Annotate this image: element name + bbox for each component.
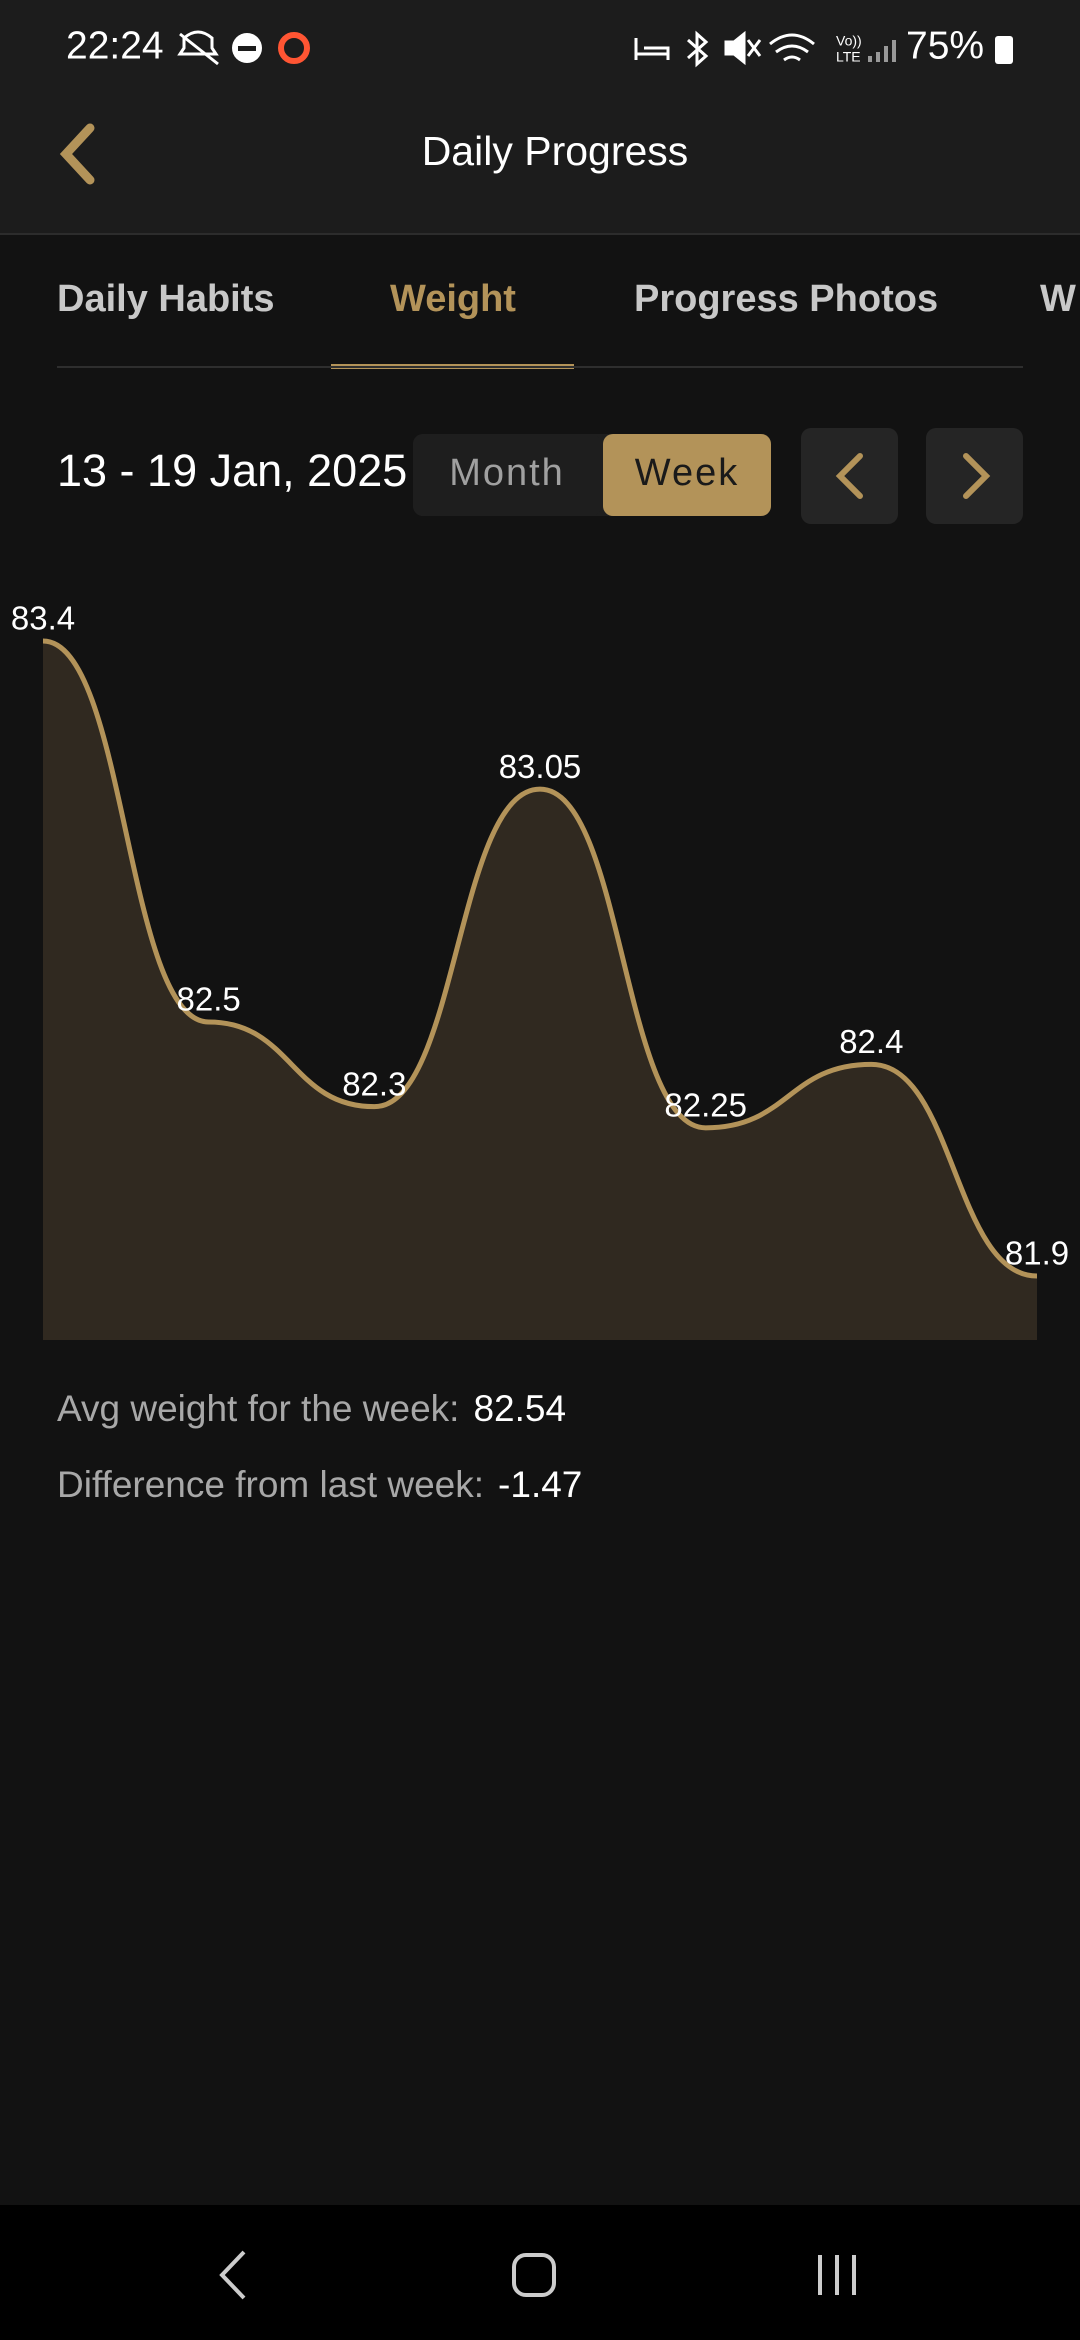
back-button[interactable] bbox=[59, 123, 95, 185]
toggle-option-bg[interactable] bbox=[603, 434, 771, 516]
sleep-icon bbox=[634, 38, 670, 60]
stat-value: -1.47 bbox=[498, 1464, 582, 1505]
notif-off-icon bbox=[177, 30, 219, 66]
data-label: 81.9 bbox=[1005, 1235, 1069, 1272]
data-label: 83.05 bbox=[499, 748, 582, 785]
data-label: 82.4 bbox=[839, 1023, 903, 1060]
volte-icon: Vo)) bbox=[836, 33, 862, 49]
signal-icon bbox=[868, 40, 896, 62]
tab-bar: Daily Habits Weight Progress Photos W bbox=[57, 278, 1076, 369]
toggle-option[interactable]: Month bbox=[449, 452, 565, 494]
stat-label: Difference from last week: bbox=[57, 1464, 484, 1505]
stat-label: Avg weight for the week: bbox=[57, 1388, 459, 1429]
stat-value: 82.54 bbox=[473, 1388, 566, 1429]
top-bar bbox=[0, 0, 1080, 234]
data-label: 82.25 bbox=[664, 1087, 747, 1124]
next-week-button[interactable] bbox=[926, 428, 1023, 524]
header-title: Daily Progress bbox=[422, 128, 689, 174]
battery-icon bbox=[995, 36, 1013, 64]
area-fill bbox=[43, 641, 1037, 1340]
date-range: 13 - 19 Jan, 2025 bbox=[57, 445, 407, 496]
data-label: 82.5 bbox=[177, 981, 241, 1018]
toggle-option-bg[interactable] bbox=[413, 434, 601, 516]
weight-chart: 83.4 82.5 82.3 83.05 82.25 82.4 81.9 bbox=[11, 600, 1069, 1340]
tab[interactable]: Daily Habits bbox=[57, 278, 275, 320]
tab[interactable]: W bbox=[1040, 278, 1076, 320]
status-left-icons bbox=[177, 30, 310, 66]
weight-line bbox=[42, 638, 1038, 1279]
nav-recents[interactable] bbox=[818, 2255, 856, 2295]
nav-home[interactable] bbox=[512, 2253, 556, 2297]
status-time: 22:24 bbox=[66, 24, 164, 67]
battery-text: 75% bbox=[906, 24, 984, 67]
record-icon bbox=[278, 32, 310, 64]
next-icon bbox=[963, 453, 991, 499]
data-label: 83.4 bbox=[11, 600, 75, 637]
nav-bar bbox=[0, 2205, 1080, 2340]
prev-icon bbox=[835, 453, 863, 499]
bluetooth-icon bbox=[687, 30, 709, 68]
status-right-icons: Vo)) LTE bbox=[634, 30, 896, 68]
wifi-icon bbox=[769, 33, 815, 62]
toggle-option[interactable]: Week bbox=[635, 452, 739, 494]
prev-week-button[interactable] bbox=[801, 428, 898, 524]
period-toggle: Month Week bbox=[413, 434, 771, 516]
tab[interactable]: Weight bbox=[390, 278, 516, 320]
nav-back[interactable] bbox=[219, 2250, 246, 2300]
tab[interactable]: Progress Photos bbox=[634, 278, 938, 320]
data-label: 82.3 bbox=[342, 1065, 406, 1102]
lte-icon: LTE bbox=[836, 49, 861, 65]
dnd-bar bbox=[238, 46, 256, 51]
mute-icon bbox=[724, 30, 762, 66]
weekly-stats: Avg weight for the week: 82.54 Difference … bbox=[57, 1388, 582, 1505]
